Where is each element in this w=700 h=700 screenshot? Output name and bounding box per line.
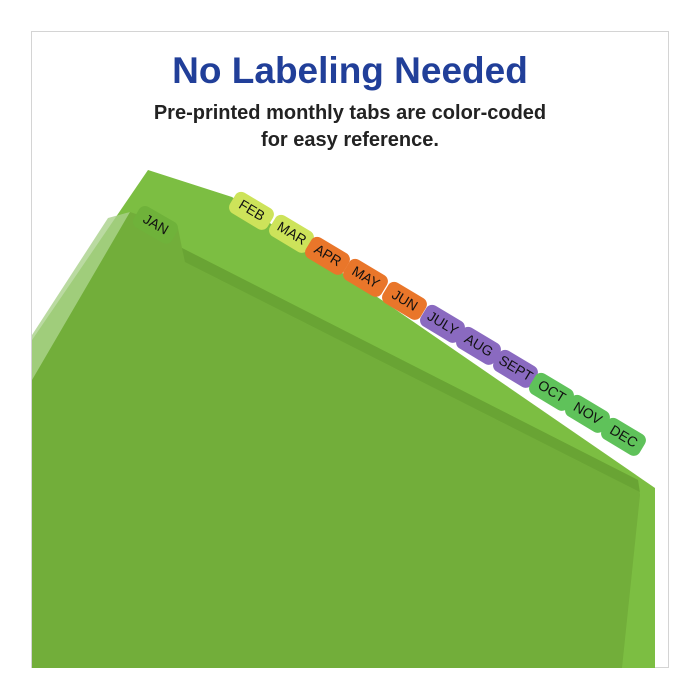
subheadline-line-1: Pre-printed monthly tabs are color-coded xyxy=(153,102,547,124)
front-sheet-shadow xyxy=(182,248,640,492)
subheadline-line-2: for easy reference. xyxy=(261,129,439,151)
tab-background xyxy=(420,304,465,343)
tab-background xyxy=(382,281,427,320)
tab-background xyxy=(601,417,646,456)
front-sheet xyxy=(32,212,640,668)
tab-background xyxy=(269,214,314,253)
subheadline: Pre-printed monthly tabs are color-coded… xyxy=(0,100,700,154)
tab-background xyxy=(456,326,501,365)
tab-background xyxy=(133,206,178,244)
tab-background xyxy=(565,394,610,433)
tab-background xyxy=(305,236,350,275)
tab-background xyxy=(343,258,388,297)
headline: No Labeling Needed xyxy=(172,50,528,91)
tab-background xyxy=(229,191,274,230)
tab-background xyxy=(529,372,574,411)
tab-background xyxy=(493,349,538,388)
